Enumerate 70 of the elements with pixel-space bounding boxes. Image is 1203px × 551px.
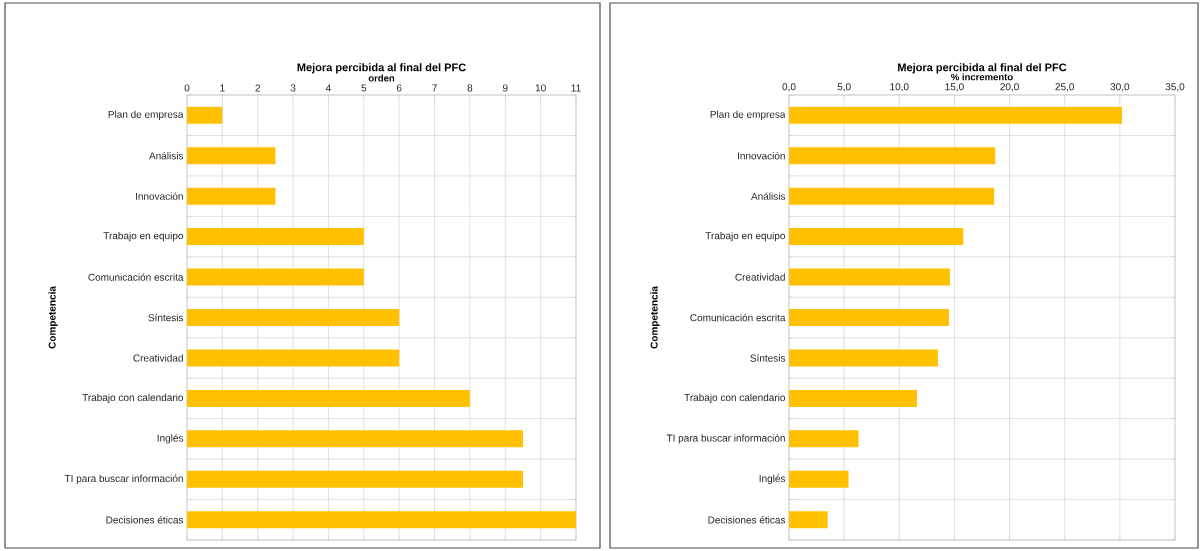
x-tick-label: 8	[467, 84, 473, 92]
y-tick-label: Creatividad	[133, 354, 183, 362]
bar	[789, 268, 951, 286]
y-tick-label: Comunicación escrita	[690, 313, 786, 322]
bar	[789, 511, 828, 529]
x-tick-label: 5	[361, 84, 367, 92]
x-tick-label: 35,0	[1165, 83, 1185, 92]
chart-title: Mejora percibida al final del PFC	[297, 63, 466, 74]
y-tick-label: Inglés	[759, 474, 786, 485]
x-tick-label: 3	[290, 84, 296, 92]
y-tick-label: Inglés	[157, 434, 184, 444]
y-tick-label: Trabajo con calendario	[82, 393, 184, 404]
y-tick-label: Innovación	[738, 151, 785, 160]
bar	[187, 268, 364, 286]
x-tick-label: 2	[255, 84, 261, 92]
bar	[789, 187, 995, 205]
x-tick-label: 10	[535, 84, 546, 92]
bar	[187, 309, 400, 326]
x-axis-title: % incremento	[951, 73, 1013, 81]
x-tick-label: 30,0	[1110, 83, 1130, 92]
bar	[789, 228, 964, 246]
y-tick-label: TI para buscar información	[64, 474, 183, 485]
x-tick-label: 10,0	[890, 83, 909, 92]
y-tick-label: Síntesis	[750, 354, 786, 362]
x-tick-label: 7	[432, 84, 437, 92]
y-tick-label: Trabajo con calendario	[684, 393, 786, 404]
x-tick-label: 4	[325, 84, 331, 92]
y-tick-label: TI para buscar información	[666, 434, 785, 444]
y-tick-label: Plan de empresa	[108, 110, 184, 120]
y-tick-label: Trabajo en equipo	[705, 231, 786, 242]
y-tick-label: Trabajo en equipo	[103, 231, 184, 242]
chart-title: Mejora percibida al final del PFC	[898, 63, 1067, 74]
y-tick-label: Síntesis	[148, 313, 184, 322]
x-tick-label: 9	[502, 84, 508, 92]
bar	[789, 389, 917, 407]
bar	[187, 228, 364, 246]
y-tick-label: Innovación	[136, 192, 183, 200]
x-tick-label: 15,0	[945, 83, 964, 92]
x-tick-label: 20,0	[1000, 83, 1019, 92]
bar	[187, 147, 276, 165]
y-tick-label: Decisiones éticas	[106, 516, 184, 524]
y-tick-label: Comunicación escrita	[88, 273, 184, 281]
x-tick-label: 0,0	[782, 83, 796, 92]
y-tick-label: Decisiones éticas	[708, 516, 786, 524]
y-axis-title: Competencia	[48, 286, 58, 349]
bar	[789, 309, 949, 326]
x-tick-label: 5,0	[837, 83, 851, 92]
bar	[187, 106, 223, 124]
bar	[789, 349, 938, 367]
bar	[789, 470, 849, 488]
x-tick-label: 11	[571, 84, 581, 92]
bar	[187, 470, 523, 488]
y-axis-title: Competencia	[650, 286, 660, 349]
bar	[187, 187, 276, 205]
bar	[187, 389, 470, 407]
bar	[789, 430, 859, 448]
x-tick-label: 25,0	[1055, 83, 1075, 92]
y-tick-label: Análisis	[751, 192, 786, 200]
x-tick-label: 0	[184, 84, 190, 92]
bar	[187, 511, 576, 529]
bar	[187, 349, 400, 367]
x-tick-label: 6	[396, 84, 402, 92]
bar	[187, 430, 523, 448]
y-tick-label: Plan de empresa	[710, 110, 786, 120]
bar	[789, 106, 1123, 124]
x-axis-title: orden	[368, 74, 395, 82]
y-tick-label: Creatividad	[735, 273, 785, 281]
bar	[789, 147, 996, 165]
x-tick-label: 1	[220, 84, 225, 92]
y-tick-label: Análisis	[149, 151, 184, 160]
